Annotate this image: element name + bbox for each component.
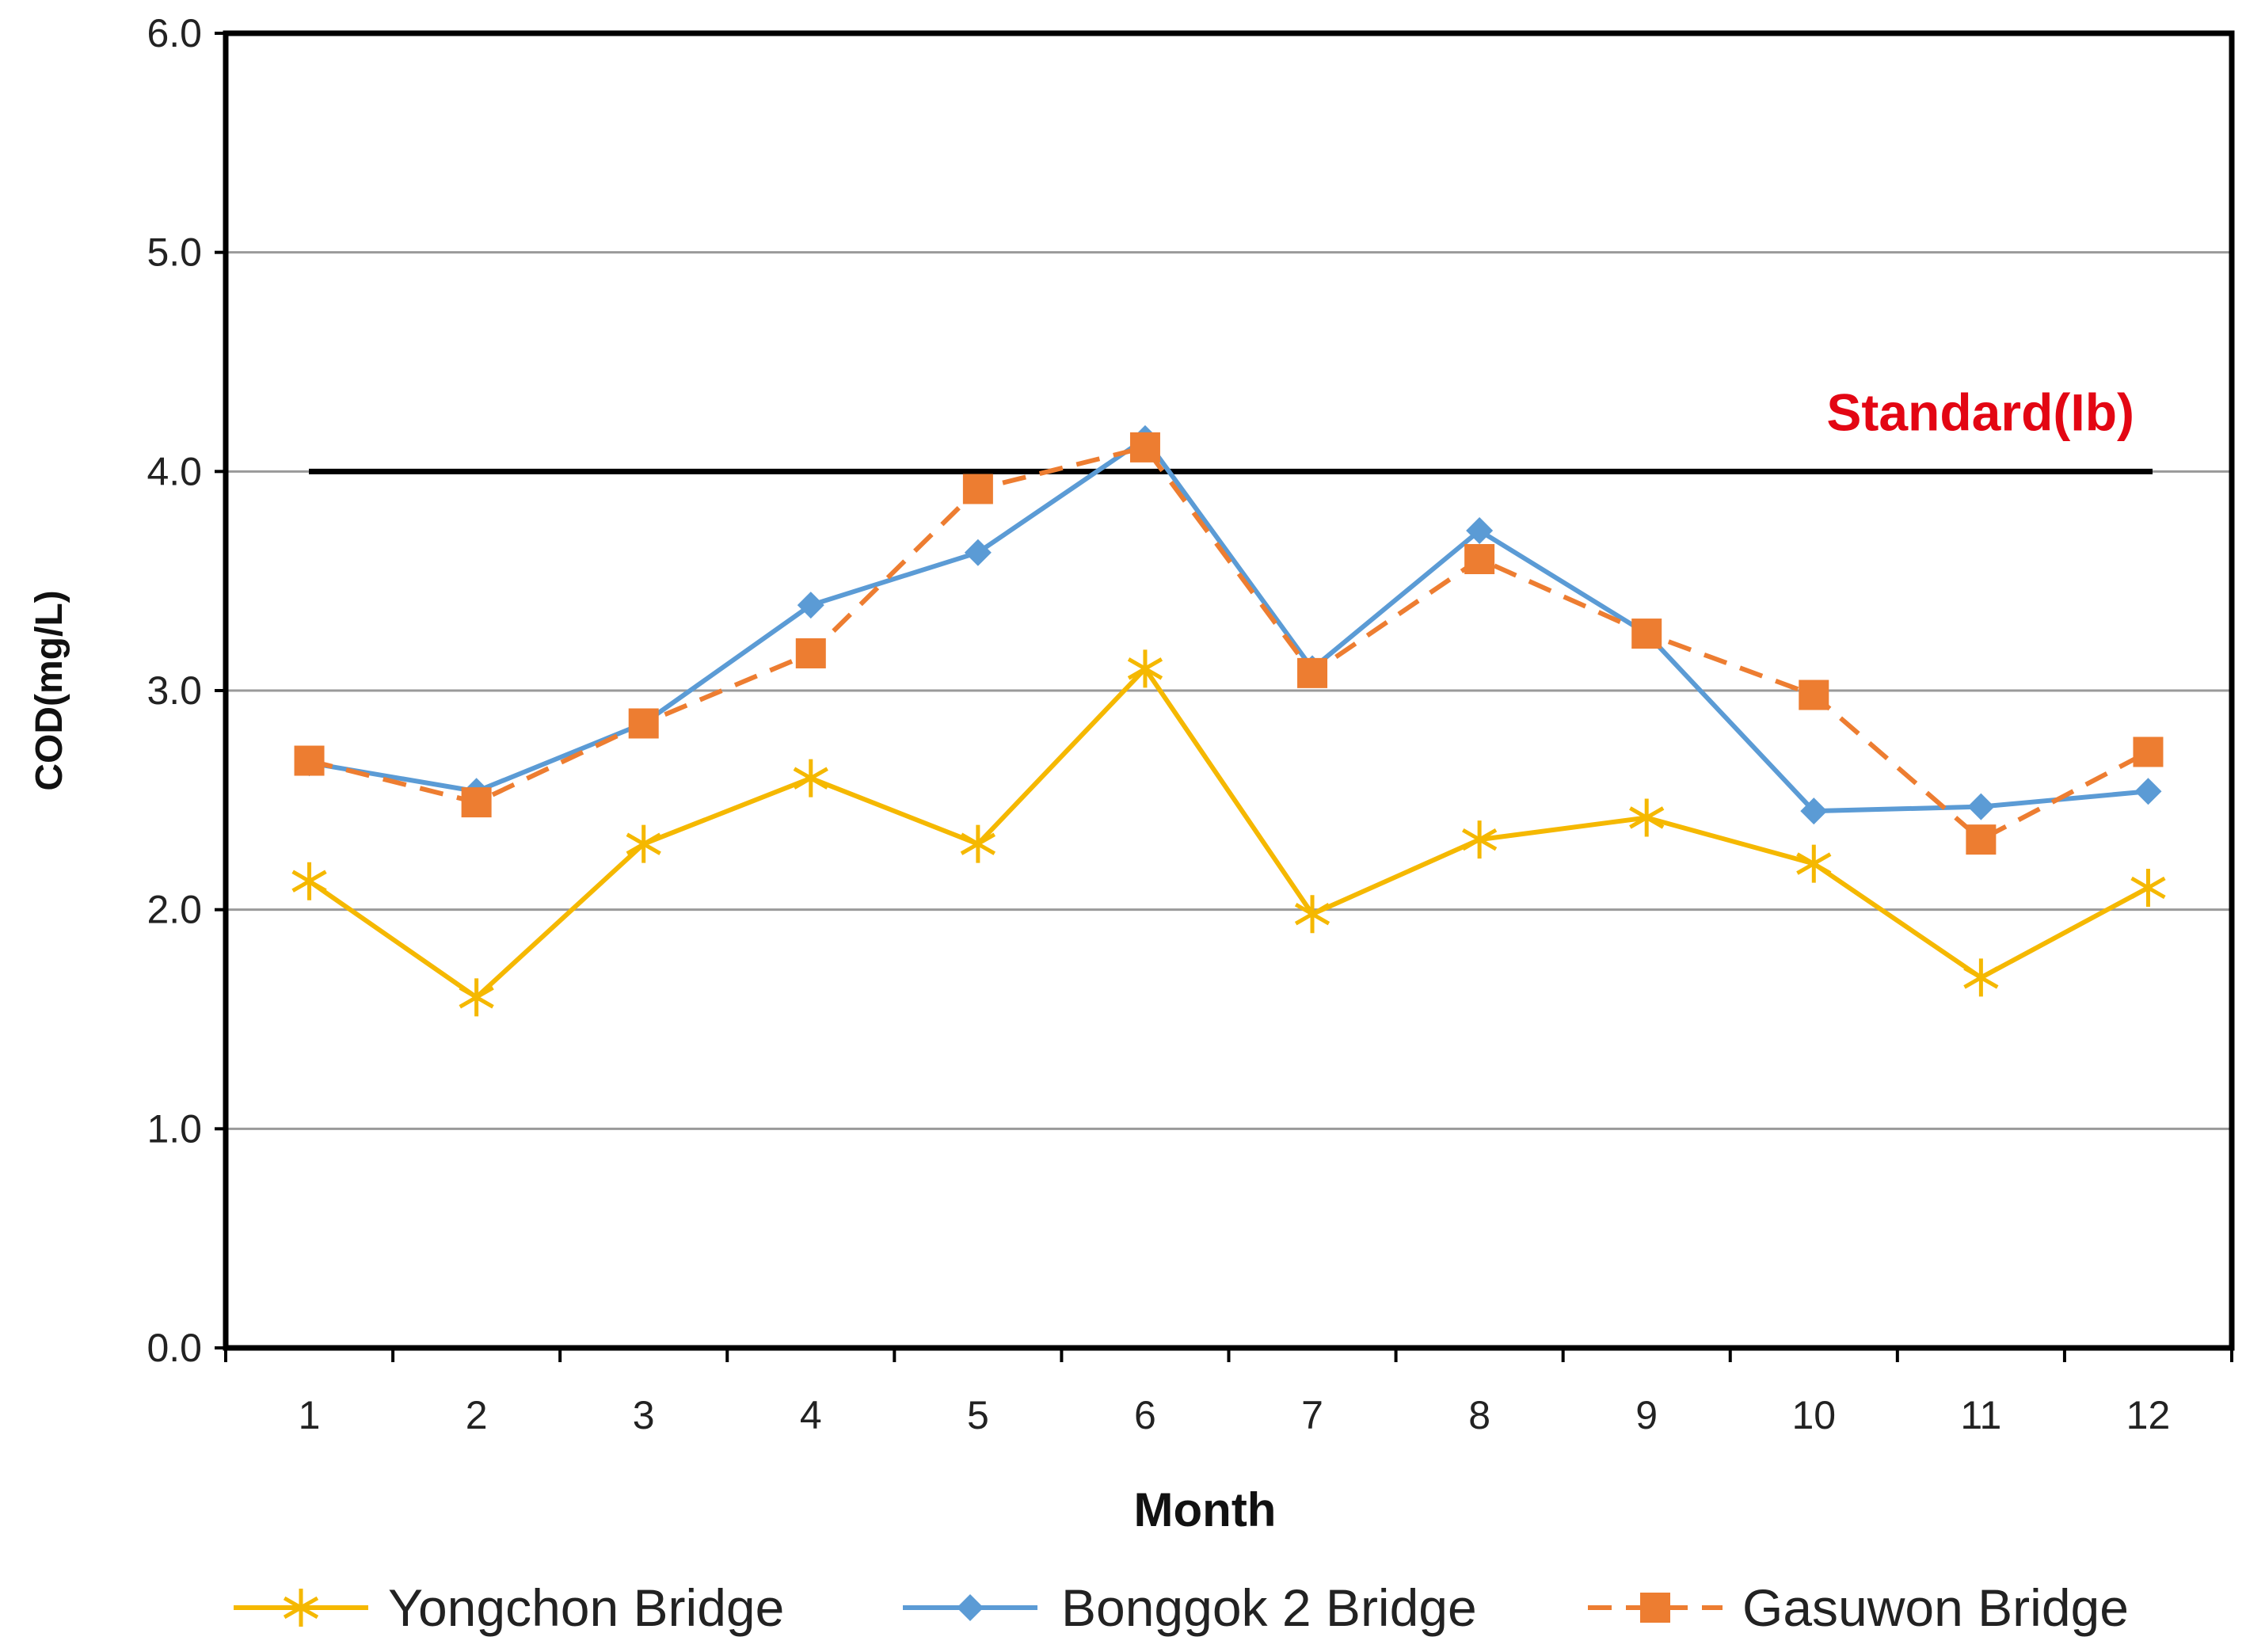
data-point (1631, 619, 1662, 649)
x-tick-label: 1 (299, 1393, 321, 1437)
data-point (793, 759, 828, 797)
x-tick-label: 10 (1791, 1393, 1836, 1437)
data-point (1464, 544, 1495, 574)
x-tick-label: 2 (466, 1393, 488, 1437)
legend-item: Yongchon Bridge (234, 1578, 784, 1637)
x-tick-label: 6 (1134, 1393, 1156, 1437)
x-tick-label: 11 (1960, 1393, 2001, 1437)
data-point (1297, 657, 1328, 688)
data-point (1629, 798, 1665, 837)
y-tick-label: 6.0 (147, 11, 202, 55)
x-tick-label: 7 (1301, 1393, 1323, 1437)
data-point (1466, 517, 1494, 545)
x-tick-label: 9 (1635, 1393, 1658, 1437)
data-point (2134, 778, 2162, 805)
series-line (308, 444, 2149, 843)
series-gasuwon-bridge (294, 432, 2164, 855)
legend-swatch-marker (1640, 1593, 1670, 1623)
data-point (1963, 958, 1999, 997)
legend-label: Bonggok 2 Bridge (1061, 1578, 1477, 1637)
x-axis-ticks: 1 2 3 4 5 6 7 8 9 10 11 12 (224, 1348, 2233, 1437)
data-point (795, 638, 826, 668)
standard-label: Standard(Ib) (1826, 383, 2134, 441)
data-point (291, 862, 327, 900)
data-point (797, 592, 824, 619)
data-point (960, 824, 996, 863)
legend-label: Gasuwon Bridge (1742, 1578, 2129, 1637)
y-tick-label: 4.0 (147, 449, 202, 493)
data-point (294, 745, 325, 776)
x-axis-title: Month (1134, 1483, 1277, 1536)
data-point (964, 539, 992, 566)
legend-swatch-marker (283, 1589, 319, 1627)
y-tick-label: 1.0 (147, 1106, 202, 1151)
data-point (1127, 649, 1163, 688)
x-tick-label: 5 (967, 1393, 989, 1437)
y-tick-label: 5.0 (147, 230, 202, 275)
data-point (1461, 820, 1498, 859)
series-yongchon-bridge (291, 649, 2166, 1017)
data-point (628, 708, 659, 739)
standard-reference-line: Standard(Ib) (309, 383, 2153, 474)
data-point (626, 824, 661, 863)
legend-swatch-marker (957, 1594, 984, 1621)
data-point (459, 978, 494, 1017)
series-line (307, 666, 2149, 1000)
y-tick-label: 0.0 (147, 1326, 202, 1370)
legend-item: Bonggok 2 Bridge (903, 1578, 1477, 1637)
y-axis-title: COD(mg/L) (29, 590, 70, 790)
y-tick-label: 3.0 (147, 668, 202, 713)
legend-item: Gasuwon Bridge (1588, 1578, 2129, 1637)
x-tick-label: 12 (2126, 1393, 2171, 1437)
x-tick-label: 8 (1468, 1393, 1490, 1437)
data-point (1799, 679, 1829, 710)
data-point (962, 474, 993, 504)
data-point (1796, 844, 1832, 883)
y-tick-label: 2.0 (147, 888, 202, 932)
data-point (1967, 793, 1995, 820)
series-line (309, 436, 2149, 814)
y-axis-ticks: 0.0 1.0 2.0 3.0 4.0 5.0 6.0 (147, 11, 226, 1370)
data-point (1129, 432, 1160, 462)
legend: Yongchon Bridge Bonggok 2 Bridge Gasuwon B… (234, 1578, 2129, 1637)
data-point (1966, 824, 1997, 855)
data-point (461, 787, 492, 818)
series-layer (291, 424, 2166, 1017)
x-tick-label: 4 (800, 1393, 822, 1437)
x-tick-label: 3 (633, 1393, 655, 1437)
data-point (1800, 797, 1828, 825)
series-bonggok-2-bridge (295, 424, 2162, 825)
plot-area-frame (223, 30, 2235, 1351)
data-point (2130, 869, 2166, 907)
legend-label: Yongchon Bridge (388, 1578, 784, 1637)
data-point (2133, 737, 2164, 767)
data-point (1294, 895, 1330, 934)
